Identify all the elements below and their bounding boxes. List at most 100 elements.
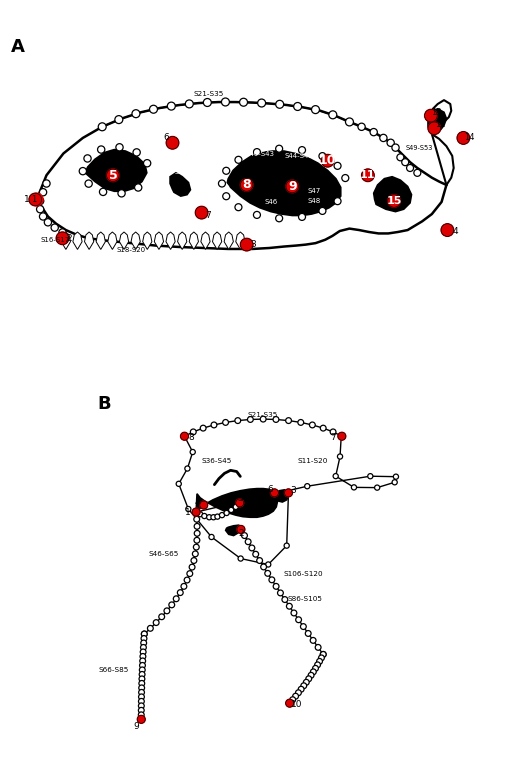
Circle shape bbox=[273, 584, 279, 589]
Circle shape bbox=[209, 534, 214, 539]
Text: 9: 9 bbox=[133, 722, 139, 732]
Circle shape bbox=[36, 197, 44, 204]
Circle shape bbox=[311, 669, 316, 674]
Circle shape bbox=[193, 510, 198, 514]
Circle shape bbox=[181, 584, 187, 589]
Circle shape bbox=[333, 473, 338, 479]
Text: S49-S53: S49-S53 bbox=[406, 145, 433, 151]
Text: S46: S46 bbox=[264, 199, 278, 205]
Circle shape bbox=[271, 489, 278, 497]
Polygon shape bbox=[201, 232, 210, 249]
Circle shape bbox=[192, 551, 198, 557]
Text: S21-S35: S21-S35 bbox=[248, 412, 278, 418]
Circle shape bbox=[330, 429, 336, 435]
Circle shape bbox=[368, 474, 373, 479]
Polygon shape bbox=[236, 232, 245, 249]
Circle shape bbox=[219, 180, 225, 187]
Circle shape bbox=[139, 680, 145, 687]
Circle shape bbox=[29, 194, 41, 206]
Circle shape bbox=[140, 645, 146, 650]
Circle shape bbox=[337, 454, 342, 459]
Circle shape bbox=[193, 544, 199, 550]
Circle shape bbox=[397, 154, 404, 161]
Polygon shape bbox=[213, 232, 222, 249]
Circle shape bbox=[207, 514, 212, 520]
Circle shape bbox=[118, 190, 125, 197]
Text: S11-S20: S11-S20 bbox=[298, 458, 328, 463]
Circle shape bbox=[138, 716, 144, 722]
Circle shape bbox=[282, 597, 288, 603]
Circle shape bbox=[134, 184, 142, 191]
Circle shape bbox=[238, 527, 244, 533]
Circle shape bbox=[186, 507, 191, 511]
Circle shape bbox=[139, 685, 144, 691]
Circle shape bbox=[329, 110, 337, 119]
Circle shape bbox=[195, 207, 208, 219]
Text: S38: S38 bbox=[160, 169, 172, 174]
Polygon shape bbox=[374, 177, 412, 212]
Circle shape bbox=[284, 489, 292, 497]
Circle shape bbox=[99, 188, 107, 196]
Polygon shape bbox=[84, 232, 94, 249]
Circle shape bbox=[457, 132, 470, 144]
Circle shape bbox=[239, 98, 247, 106]
Text: 11: 11 bbox=[360, 170, 376, 181]
Circle shape bbox=[276, 146, 283, 152]
Text: 4: 4 bbox=[452, 228, 458, 236]
Circle shape bbox=[237, 526, 245, 533]
Circle shape bbox=[254, 211, 261, 219]
Circle shape bbox=[141, 636, 147, 642]
Circle shape bbox=[296, 617, 301, 623]
Circle shape bbox=[401, 158, 409, 165]
Circle shape bbox=[260, 416, 266, 422]
Circle shape bbox=[30, 194, 43, 206]
Circle shape bbox=[300, 623, 306, 629]
Circle shape bbox=[315, 662, 321, 668]
Text: 9: 9 bbox=[288, 180, 296, 193]
Circle shape bbox=[138, 699, 144, 704]
Polygon shape bbox=[166, 232, 175, 249]
Circle shape bbox=[261, 564, 267, 570]
Circle shape bbox=[211, 422, 217, 427]
Circle shape bbox=[393, 474, 398, 479]
Circle shape bbox=[140, 658, 145, 664]
Circle shape bbox=[182, 434, 187, 439]
Circle shape bbox=[428, 122, 440, 135]
Circle shape bbox=[137, 716, 145, 723]
Circle shape bbox=[345, 118, 353, 126]
Circle shape bbox=[169, 602, 175, 608]
Circle shape bbox=[190, 429, 196, 435]
Circle shape bbox=[321, 155, 334, 167]
Text: 12: 12 bbox=[435, 120, 446, 129]
Circle shape bbox=[85, 180, 92, 187]
Circle shape bbox=[294, 103, 301, 110]
Text: 8: 8 bbox=[188, 434, 194, 442]
Circle shape bbox=[164, 608, 170, 613]
Circle shape bbox=[313, 665, 318, 671]
Circle shape bbox=[339, 434, 344, 439]
Polygon shape bbox=[189, 232, 198, 249]
Circle shape bbox=[375, 485, 380, 490]
Circle shape bbox=[253, 552, 259, 557]
Circle shape bbox=[189, 564, 195, 570]
Circle shape bbox=[177, 590, 183, 596]
Polygon shape bbox=[226, 525, 241, 536]
Circle shape bbox=[304, 680, 309, 685]
Polygon shape bbox=[428, 109, 446, 134]
Circle shape bbox=[141, 640, 146, 646]
Circle shape bbox=[305, 484, 310, 488]
Polygon shape bbox=[155, 232, 164, 249]
Circle shape bbox=[319, 207, 326, 214]
Circle shape bbox=[140, 649, 146, 655]
Circle shape bbox=[139, 662, 145, 668]
Circle shape bbox=[200, 501, 208, 509]
Circle shape bbox=[317, 658, 322, 664]
Polygon shape bbox=[178, 232, 187, 249]
Circle shape bbox=[233, 504, 238, 510]
Circle shape bbox=[187, 571, 193, 577]
Circle shape bbox=[194, 537, 200, 543]
Text: S44-S45: S44-S45 bbox=[284, 153, 313, 158]
Circle shape bbox=[238, 501, 243, 505]
Text: 1: 1 bbox=[185, 507, 191, 517]
Circle shape bbox=[211, 514, 216, 520]
